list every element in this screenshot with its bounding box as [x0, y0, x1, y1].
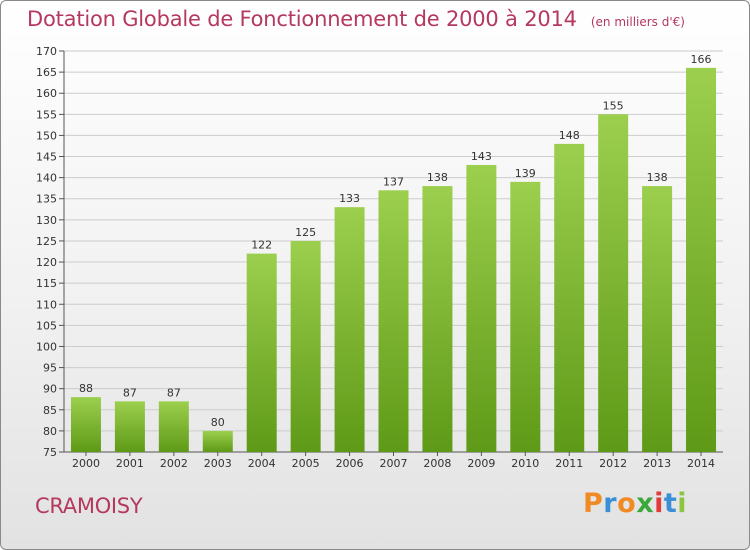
- bar: [290, 240, 321, 452]
- y-tick-label: 90: [43, 383, 57, 396]
- brand-letter: x: [636, 488, 655, 519]
- data-label: 133: [339, 192, 360, 205]
- data-label: 87: [123, 386, 137, 399]
- y-tick-label: 75: [43, 446, 57, 459]
- x-tick-label: 2008: [423, 457, 451, 470]
- bar: [70, 397, 101, 452]
- bar: [598, 114, 629, 452]
- y-tick-label: 150: [36, 129, 57, 142]
- commune-name: CRAMOISY: [35, 494, 143, 518]
- y-tick-label: 160: [36, 87, 57, 100]
- y-tick-label: 105: [36, 319, 57, 332]
- x-tick-label: 2014: [687, 457, 715, 470]
- x-tick-label: 2013: [643, 457, 671, 470]
- data-label: 88: [79, 382, 93, 395]
- x-tick-label: 2002: [160, 457, 188, 470]
- x-tick-label: 2012: [599, 457, 627, 470]
- bar: [158, 401, 189, 452]
- y-tick-label: 125: [36, 235, 57, 248]
- x-tick-label: 2004: [248, 457, 276, 470]
- data-label: 155: [603, 99, 624, 112]
- bar: [510, 181, 541, 452]
- brand-letter: P: [583, 488, 604, 519]
- y-tick-label: 130: [36, 214, 57, 227]
- brand-letter: o: [617, 488, 637, 519]
- x-tick-label: 2005: [292, 457, 320, 470]
- x-tick-label: 2001: [116, 457, 144, 470]
- bar: [246, 253, 277, 452]
- bar: [554, 143, 585, 452]
- bar: [202, 430, 233, 452]
- y-tick-label: 145: [36, 151, 57, 164]
- y-tick-label: 170: [36, 45, 57, 58]
- chart-title: Dotation Globale de Fonctionnement de 20…: [27, 7, 577, 31]
- brand-letter: i: [677, 488, 688, 519]
- data-label: 143: [471, 150, 492, 163]
- data-label: 87: [167, 386, 181, 399]
- title-row: Dotation Globale de Fonctionnement de 20…: [27, 7, 685, 31]
- data-label: 148: [559, 129, 580, 142]
- chart-subtitle: (en milliers d'€): [590, 15, 685, 29]
- y-tick-label: 155: [36, 108, 57, 121]
- data-label: 138: [427, 171, 448, 184]
- data-label: 138: [647, 171, 668, 184]
- x-tick-label: 2003: [204, 457, 232, 470]
- y-tick-label: 140: [36, 172, 57, 185]
- x-tick-label: 2000: [72, 457, 100, 470]
- brand-logo: Proxiti: [583, 488, 687, 519]
- data-label: 125: [295, 226, 316, 239]
- bar: [642, 186, 673, 453]
- data-label: 80: [211, 416, 225, 429]
- data-label: 139: [515, 167, 536, 180]
- y-tick-label: 165: [36, 66, 57, 79]
- bar: [378, 190, 409, 452]
- y-tick-label: 115: [36, 277, 57, 290]
- y-tick-label: 135: [36, 193, 57, 206]
- bar: [114, 401, 145, 452]
- y-tick-label: 110: [36, 298, 57, 311]
- y-tick-label: 100: [36, 340, 57, 353]
- x-tick-label: 2007: [380, 457, 408, 470]
- x-tick-label: 2010: [511, 457, 539, 470]
- y-tick-label: 120: [36, 256, 57, 269]
- brand-letter: r: [603, 488, 618, 519]
- bar: [466, 164, 497, 452]
- bar: [334, 207, 365, 452]
- x-tick-label: 2009: [467, 457, 495, 470]
- data-label: 122: [251, 239, 272, 252]
- bar: [422, 186, 453, 453]
- brand-letter: i: [654, 488, 664, 519]
- bar: [686, 67, 717, 452]
- x-tick-label: 2011: [555, 457, 583, 470]
- data-label: 137: [383, 175, 404, 188]
- y-tick-label: 85: [43, 404, 57, 417]
- y-tick-label: 80: [43, 425, 57, 438]
- brand-letter: t: [663, 488, 678, 519]
- x-tick-label: 2006: [336, 457, 364, 470]
- y-tick-label: 95: [43, 362, 57, 375]
- data-label: 166: [691, 53, 712, 66]
